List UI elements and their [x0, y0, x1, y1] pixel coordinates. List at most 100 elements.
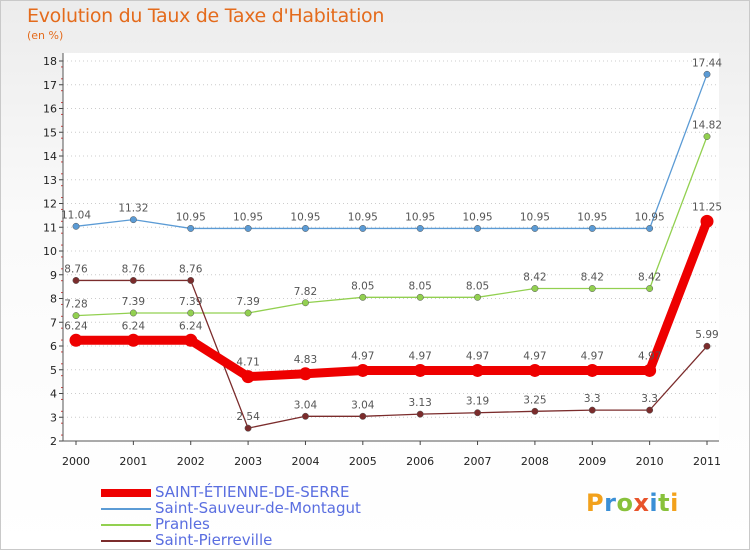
y-tick-label: 18	[43, 55, 57, 68]
data-label: 8.42	[581, 272, 604, 284]
data-label: 11.32	[118, 203, 148, 215]
data-label: 3.04	[294, 399, 318, 411]
data-label: 7.28	[64, 299, 87, 311]
legend-label: SAINT-ÉTIENNE-DE-SERRE	[155, 483, 350, 501]
data-point	[298, 367, 312, 381]
data-point	[646, 285, 654, 292]
data-label: 10.95	[176, 211, 206, 223]
data-point	[646, 224, 654, 232]
data-label: 8.05	[408, 280, 431, 292]
legend-label: Saint-Pierreville	[155, 531, 273, 549]
x-tick-label: 2008	[521, 455, 549, 468]
chart-title: Evolution du Taux de Taxe d'Habitation	[27, 5, 385, 27]
legend-swatch-saint-pierreville	[101, 540, 151, 542]
data-label: 3.19	[466, 396, 489, 408]
data-point	[126, 333, 140, 347]
data-label: 2.54	[236, 411, 260, 423]
data-label: 14.82	[692, 120, 722, 132]
legend-label: Pranles	[155, 515, 210, 533]
data-label: 8.05	[351, 280, 374, 292]
data-label: 6.24	[122, 320, 146, 332]
data-label: 5.99	[695, 329, 718, 341]
data-point	[700, 214, 714, 228]
data-point	[356, 363, 370, 377]
data-point	[531, 285, 539, 292]
x-tick-label: 2006	[406, 455, 434, 468]
data-label: 10.95	[635, 211, 665, 223]
data-label: 7.82	[294, 286, 317, 298]
data-label: 7.39	[122, 296, 145, 308]
data-point	[528, 363, 542, 377]
data-label: 3.13	[408, 397, 431, 409]
legend-swatch-saint-sauveur-de-montagut	[101, 508, 151, 510]
y-tick-label: 15	[43, 126, 57, 139]
data-point	[184, 333, 198, 347]
data-point	[416, 224, 424, 232]
data-point	[129, 216, 137, 224]
series-line	[71, 216, 712, 382]
data-label: 4.71	[236, 357, 259, 369]
data-point	[129, 309, 137, 317]
data-point	[416, 410, 424, 418]
data-label: 4.97	[581, 350, 604, 362]
data-label: 10.95	[520, 211, 550, 223]
data-label: 4.97	[638, 350, 661, 362]
data-point	[359, 412, 367, 420]
y-tick-label: 3	[50, 411, 57, 424]
data-point	[585, 363, 599, 377]
legend-swatch-pranles	[101, 524, 151, 526]
y-tick-label: 12	[43, 198, 57, 211]
legend-label: Saint-Sauveur-de-Montagut	[155, 499, 361, 517]
data-point	[187, 224, 195, 232]
data-point	[244, 424, 252, 432]
data-point	[531, 407, 539, 415]
legend-swatch-saint-etienne-de-serre	[101, 489, 151, 497]
data-label: 11.04	[61, 209, 91, 221]
y-tick-label: 16	[43, 103, 57, 116]
data-label: 4.97	[351, 350, 374, 362]
data-label: 6.24	[64, 320, 88, 332]
data-label: 8.42	[638, 272, 661, 284]
data-label: 10.95	[405, 211, 435, 223]
data-label: 3.25	[523, 394, 546, 406]
data-point	[471, 363, 485, 377]
data-label: 10.95	[233, 211, 263, 223]
data-point	[413, 363, 427, 377]
data-point	[359, 224, 367, 232]
data-point	[129, 277, 137, 284]
y-tick-label: 4	[50, 388, 57, 401]
data-label: 3.04	[351, 399, 375, 411]
x-tick-label: 2007	[464, 455, 492, 468]
data-point	[244, 224, 252, 232]
x-tick-label: 2001	[119, 455, 147, 468]
data-label: 8.76	[64, 263, 88, 275]
data-point	[72, 222, 80, 230]
data-point	[474, 409, 481, 417]
y-tick-label: 5	[50, 364, 57, 377]
plot-background	[63, 53, 719, 441]
proxiti-logo: Proxiti	[586, 489, 679, 517]
data-point	[302, 412, 309, 420]
y-tick-label: 6	[50, 340, 57, 353]
data-label: 17.44	[692, 57, 722, 69]
data-label: 8.76	[122, 263, 146, 275]
data-point	[302, 224, 309, 232]
data-point	[588, 224, 596, 232]
data-point	[703, 70, 711, 78]
data-point	[241, 370, 255, 384]
x-tick-label: 2002	[177, 455, 205, 468]
data-point	[703, 133, 711, 140]
x-tick-label: 2000	[62, 455, 90, 468]
data-point	[646, 406, 654, 414]
data-label: 3.3	[641, 393, 658, 405]
y-tick-label: 14	[43, 150, 57, 163]
y-tick-label: 9	[50, 269, 57, 282]
data-point	[531, 224, 539, 232]
data-label: 3.3	[584, 393, 601, 405]
data-point	[302, 299, 309, 307]
data-point	[643, 363, 657, 377]
data-label: 4.83	[294, 354, 317, 366]
x-tick-label: 2004	[291, 455, 319, 468]
